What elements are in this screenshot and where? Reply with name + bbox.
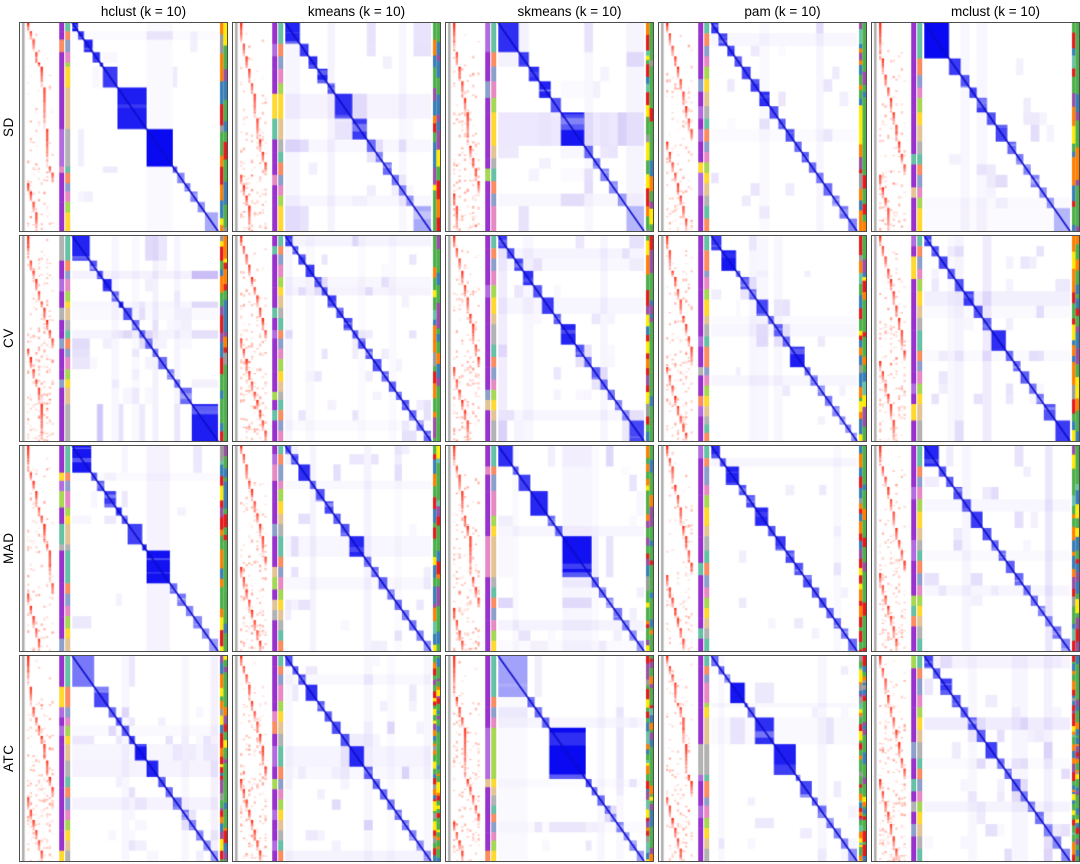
heatmap-canvas-cv-skmeans — [446, 236, 653, 441]
column-title-hclust: hclust (k = 10) — [100, 4, 187, 19]
row-label-cv: CV — [1, 328, 16, 349]
panel-cv-hclust — [19, 235, 228, 442]
heatmap-canvas-sd-mclust — [872, 23, 1079, 231]
panel-atc-pam — [658, 655, 867, 862]
panel-mad-hclust — [19, 445, 228, 652]
heatmap-canvas-atc-skmeans — [446, 656, 653, 861]
column-title-mclust: mclust (k = 10) — [951, 4, 1040, 19]
panel-atc-hclust — [19, 655, 228, 862]
heatmap-canvas-mad-kmeans — [233, 446, 440, 651]
panel-mad-pam — [658, 445, 867, 652]
panel-atc-kmeans — [232, 655, 441, 862]
heatmap-canvas-cv-hclust — [20, 236, 227, 441]
heatmap-canvas-cv-pam — [659, 236, 866, 441]
heatmap-canvas-mad-hclust — [20, 446, 227, 651]
heatmap-canvas-mad-skmeans — [446, 446, 653, 651]
panel-sd-pam — [658, 22, 867, 232]
heatmap-canvas-sd-kmeans — [233, 23, 440, 231]
heatmap-canvas-atc-pam — [659, 656, 866, 861]
heatmap-canvas-cv-kmeans — [233, 236, 440, 441]
heatmap-canvas-atc-hclust — [20, 656, 227, 861]
column-title-pam: pam (k = 10) — [744, 4, 821, 19]
panel-mad-kmeans — [232, 445, 441, 652]
panel-atc-mclust — [871, 655, 1080, 862]
row-label-mad: MAD — [1, 532, 16, 565]
panel-atc-skmeans — [445, 655, 654, 862]
column-title-kmeans: kmeans (k = 10) — [307, 4, 406, 19]
panel-cv-skmeans — [445, 235, 654, 442]
heatmap-canvas-sd-hclust — [20, 23, 227, 231]
panel-cv-mclust — [871, 235, 1080, 442]
column-title-skmeans: skmeans (k = 10) — [517, 4, 622, 19]
heatmap-canvas-atc-kmeans — [233, 656, 440, 861]
panel-mad-mclust — [871, 445, 1080, 652]
panel-sd-skmeans — [445, 22, 654, 232]
panel-sd-kmeans — [232, 22, 441, 232]
heatmap-canvas-atc-mclust — [872, 656, 1079, 861]
panel-cv-kmeans — [232, 235, 441, 442]
row-label-atc: ATC — [1, 744, 16, 773]
heatmap-canvas-mad-pam — [659, 446, 866, 651]
panel-sd-hclust — [19, 22, 228, 232]
heatmap-canvas-sd-skmeans — [446, 23, 653, 231]
heatmap-canvas-sd-pam — [659, 23, 866, 231]
heatmap-canvas-cv-mclust — [872, 236, 1079, 441]
panel-mad-skmeans — [445, 445, 654, 652]
panel-cv-pam — [658, 235, 867, 442]
heatmap-canvas-mad-mclust — [872, 446, 1079, 651]
row-label-sd: SD — [1, 117, 16, 137]
panel-sd-mclust — [871, 22, 1080, 232]
